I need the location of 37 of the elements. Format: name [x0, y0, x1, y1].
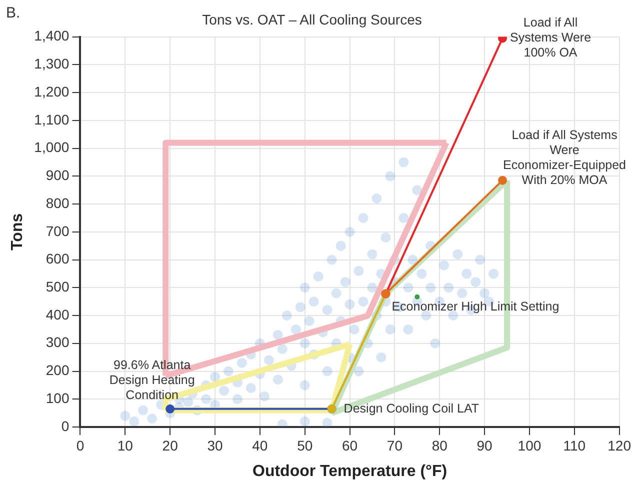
annotation: Design Cooling Coil LAT [344, 401, 480, 416]
annotation: Load if All Systems Were 100% OA [510, 16, 592, 60]
x-tick-label: 0 [76, 437, 84, 454]
y-tick-label: 400 [46, 306, 70, 322]
y-tick-label: 500 [46, 278, 70, 294]
x-tick-label: 60 [342, 437, 358, 454]
y-tick-label: 200 [46, 362, 70, 378]
x-tick-label: 70 [386, 437, 403, 454]
x-tick-label: 80 [432, 437, 448, 454]
y-tick-label: 1,400 [34, 28, 70, 44]
x-tick-label: 100 [518, 437, 542, 454]
x-tick-label: 120 [608, 437, 632, 454]
y-tick-label: 1,200 [34, 83, 70, 100]
y-tick-label: 300 [46, 334, 70, 350]
y-tick-label: 600 [46, 250, 70, 267]
y-tick-label: 800 [46, 194, 70, 211]
text: B. [6, 4, 20, 22]
x-tick-label: 10 [117, 437, 134, 454]
y-tick-label: 700 [46, 222, 70, 239]
chart-title: Tons vs. OAT – All Cooling Sources [202, 11, 422, 28]
y-tick-label: 0 [61, 418, 70, 434]
y-tick-label: 1,000 [34, 139, 70, 156]
x-tick-label: 90 [476, 437, 493, 454]
x-axis-title: Outdoor Temperature (°F) [252, 462, 448, 480]
annotation: 99.6% Atlanta Design Heating Condition [109, 358, 195, 402]
y-tick-label: 1,100 [34, 111, 70, 128]
x-tick-label: 50 [297, 437, 313, 454]
annotation: Economizer High Limit Setting [392, 300, 560, 314]
y-tick-label: 100 [46, 390, 70, 406]
y-tick-label: 900 [46, 167, 70, 184]
x-tick-label: 40 [252, 437, 268, 454]
x-tick-label: 30 [207, 437, 224, 454]
y-tick-label: 1,300 [34, 56, 70, 72]
x-tick-label: 110 [563, 437, 586, 454]
y-axis-title: Tons [9, 213, 26, 250]
x-tick-label: 20 [162, 437, 178, 454]
annotation: Load if All Systems Were Economizer-Equipped With 20% MOA [503, 128, 626, 187]
